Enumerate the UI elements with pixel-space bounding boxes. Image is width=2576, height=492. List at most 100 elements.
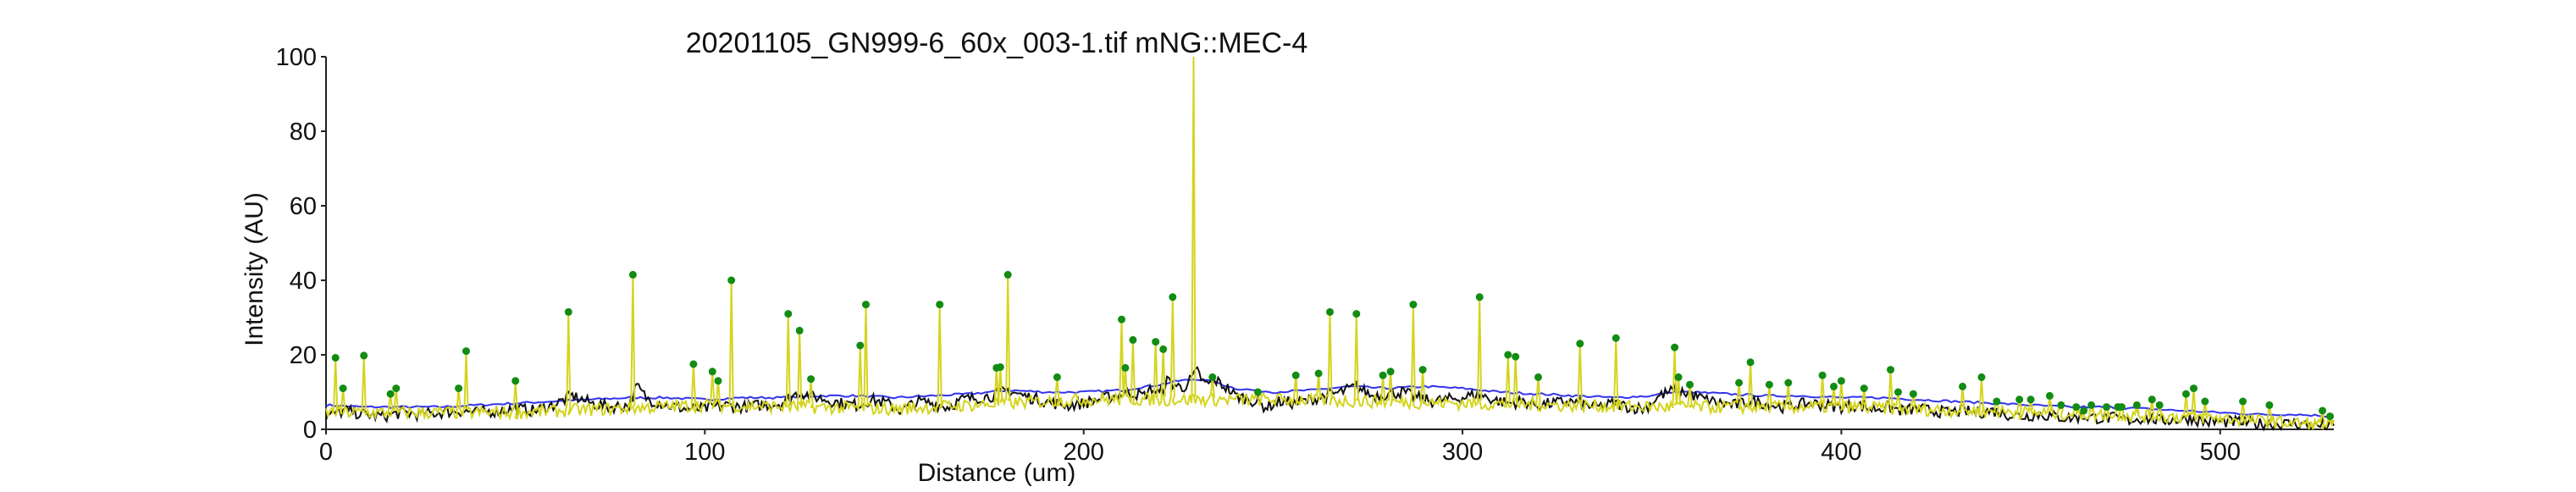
y-tick-label: 80 (290, 119, 317, 146)
peak-point (1611, 334, 1620, 342)
peak-point (1326, 307, 1334, 316)
peak-point (1512, 352, 1520, 361)
peak-point (1379, 371, 1387, 379)
peak-point (727, 276, 736, 285)
x-tick-label: 200 (1064, 439, 1104, 466)
peak-point (1208, 373, 1217, 381)
peak-point (1118, 315, 1125, 323)
peak-point (1291, 371, 1300, 379)
peak-point (807, 375, 815, 384)
peak-point (1576, 340, 1584, 348)
y-tick-label: 0 (303, 417, 317, 444)
peak-point (1686, 380, 1694, 389)
axes: 0 20 40 60 80 100 0 100 200 300 400 500 (276, 44, 2334, 466)
signal-line (325, 56, 2335, 430)
peak-point (2201, 397, 2209, 406)
x-tick-label: 300 (1442, 439, 1483, 466)
peak-point (1909, 390, 1917, 398)
peak-point (1674, 373, 1683, 381)
peak-point (392, 384, 401, 393)
peak-point (1121, 363, 1130, 372)
peak-point (1894, 388, 1902, 396)
peak-point (1837, 377, 1845, 385)
peak-markers (331, 270, 2334, 421)
peak-point (689, 360, 698, 368)
peak-point (2265, 401, 2274, 409)
peak-point (1860, 384, 1868, 393)
peak-point (2155, 401, 2164, 409)
peak-point (1475, 293, 1484, 301)
peak-point (2190, 384, 2197, 393)
signal-series (325, 56, 2335, 430)
peak-point (2072, 403, 2081, 412)
peak-point (1129, 335, 1137, 344)
peak-point (2239, 397, 2247, 406)
peak-point (1977, 373, 1986, 381)
peak-point (996, 363, 1004, 371)
peak-point (795, 326, 804, 334)
peak-point (2148, 395, 2156, 404)
peak-point (1765, 380, 1773, 389)
peak-point (462, 347, 470, 356)
peak-point (1254, 388, 1262, 396)
y-axis-label: Intensity (AU) (240, 192, 268, 346)
peak-point (2326, 412, 2334, 421)
peak-point (1993, 397, 2001, 406)
peak-point (331, 354, 340, 362)
y-tick-label: 40 (290, 268, 317, 295)
peak-point (1003, 270, 1012, 279)
peak-point (1053, 373, 1061, 381)
x-tick-label: 500 (2200, 439, 2241, 466)
peak-point (1159, 345, 1168, 353)
peak-point (2026, 395, 2035, 404)
peak-point (2087, 401, 2096, 409)
peak-point (2118, 403, 2125, 412)
peak-point (2057, 401, 2065, 409)
peak-point (936, 301, 944, 309)
peak-point (1152, 338, 1160, 346)
peak-point (2015, 395, 2024, 404)
peak-point (386, 390, 395, 398)
peak-point (2103, 403, 2111, 412)
peak-point (1504, 351, 1512, 359)
peak-point (1746, 358, 1755, 367)
peak-point (1830, 382, 1838, 390)
peak-point (1784, 379, 1793, 387)
peak-point (2182, 390, 2190, 398)
x-tick-label: 400 (1821, 439, 1861, 466)
peak-point (1534, 373, 1542, 381)
x-tick-label: 100 (684, 439, 725, 466)
peak-point (455, 384, 463, 393)
peak-point (1409, 301, 1418, 309)
y-tick-label: 100 (276, 44, 317, 71)
y-tick-label: 60 (290, 193, 317, 220)
peak-point (511, 377, 520, 385)
peak-point (2132, 401, 2141, 409)
peak-point (564, 307, 572, 316)
peak-point (1959, 382, 1967, 390)
peak-point (862, 301, 870, 309)
y-tick-label: 20 (290, 342, 317, 369)
peak-point (1169, 293, 1177, 301)
peak-point (1386, 368, 1395, 376)
peak-point (714, 377, 722, 385)
peak-point (628, 270, 637, 279)
peak-point (1418, 366, 1427, 374)
peak-point (708, 368, 716, 376)
peak-point (1735, 379, 1744, 387)
peak-point (2319, 406, 2327, 415)
peak-point (1671, 343, 1679, 351)
peak-point (2046, 391, 2054, 400)
peak-point (339, 384, 347, 393)
peak-point (784, 310, 793, 318)
peak-point (2080, 406, 2088, 415)
peak-point (1887, 366, 1895, 374)
chart-title: 20201105_GN999-6_60x_003-1.tif mNG::MEC-… (686, 27, 1308, 59)
peak-point (1352, 310, 1361, 318)
peak-point (856, 341, 865, 350)
peak-point (360, 351, 368, 360)
peak-point (1818, 371, 1827, 379)
x-axis-label: Distance (um) (918, 459, 1076, 487)
